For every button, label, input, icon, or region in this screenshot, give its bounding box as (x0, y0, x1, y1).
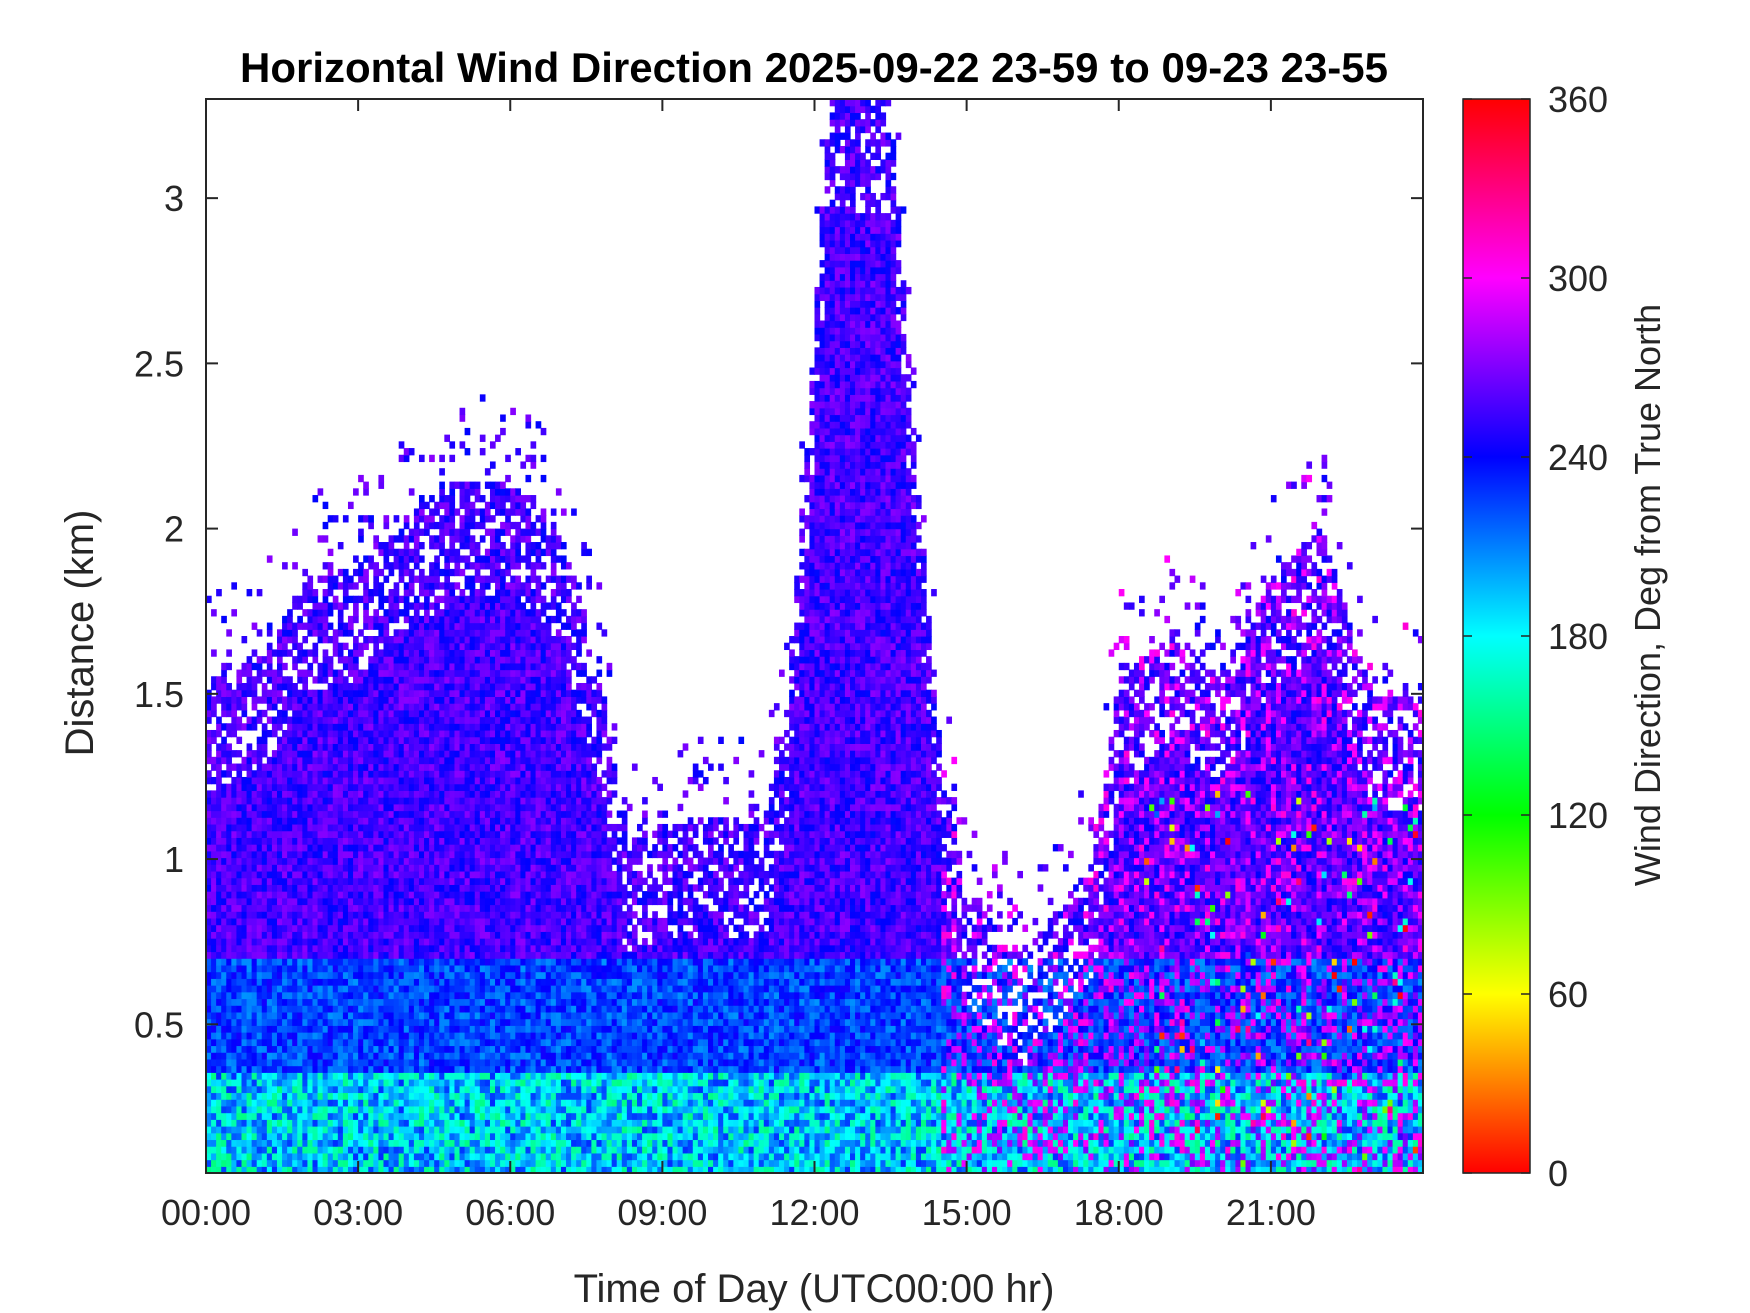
colorbar-tick-label: 120 (1548, 795, 1608, 836)
x-tick-label: 18:00 (1074, 1192, 1164, 1233)
colorbar-ticks: 0 60 120 180 240 300 360 (1463, 79, 1608, 1194)
y-axis: 0.5 1 1.5 2 2.5 3 (134, 178, 1423, 1045)
colorbar-tick-label: 0 (1548, 1153, 1568, 1194)
x-tick-label: 03:00 (313, 1192, 403, 1233)
x-tick-label: 21:00 (1226, 1192, 1316, 1233)
chart-title: Horizontal Wind Direction 2025-09-22 23-… (240, 44, 1388, 91)
x-tick-label: 15:00 (922, 1192, 1012, 1233)
x-tick-label: 00:00 (161, 1192, 251, 1233)
colorbar-tick-label: 300 (1548, 258, 1608, 299)
colorbar-tick-label: 180 (1548, 616, 1608, 657)
y-tick-label: 3 (164, 178, 184, 219)
colorbar-tick-label: 240 (1548, 437, 1608, 478)
y-tick-label: 1.5 (134, 674, 184, 715)
y-tick-label: 2 (164, 509, 184, 550)
x-axis: 00:00 03:00 06:00 09:00 12:00 15:00 18:00 21:00 (161, 99, 1316, 1233)
colorbar-tick-label: 360 (1548, 79, 1608, 120)
x-axis-label: Time of Day (UTC00:00 hr) (574, 1267, 1055, 1311)
x-tick-label: 12:00 (769, 1192, 859, 1233)
colorbar-label: Wind Direction, Deg from True North (1627, 304, 1668, 886)
y-axis-label: Distance (km) (58, 510, 102, 757)
x-tick-label: 06:00 (465, 1192, 555, 1233)
colorbar-tick-label: 60 (1548, 974, 1588, 1015)
heatmap-area (206, 99, 1423, 1173)
y-tick-label: 0.5 (134, 1004, 184, 1045)
colorbar (1462, 98, 1531, 1174)
y-tick-label: 2.5 (134, 343, 184, 384)
y-tick-label: 1 (164, 839, 184, 880)
x-tick-label: 09:00 (617, 1192, 707, 1233)
